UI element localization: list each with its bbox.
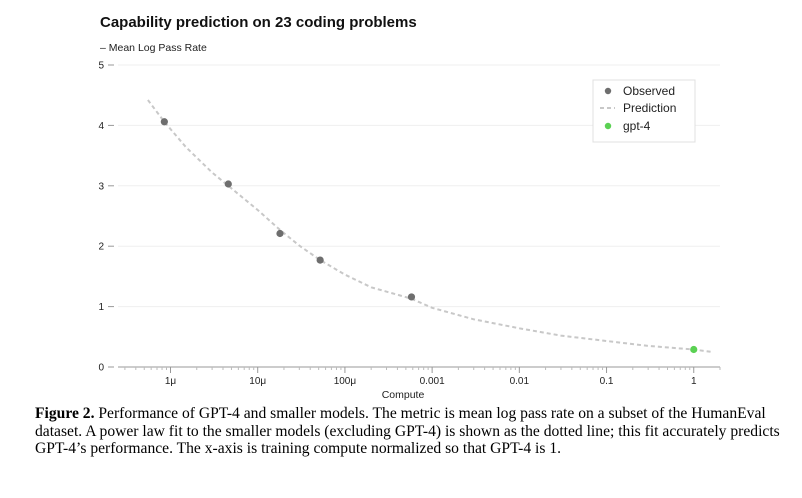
y-tick-label-2: 2: [98, 242, 104, 253]
observed-point: [160, 118, 168, 126]
y-tick-label-0: 0: [98, 363, 104, 374]
x-tick-label: 1μ: [165, 376, 177, 387]
x-tick-label: 0.01: [510, 376, 530, 387]
x-tick-label: 0.001: [420, 376, 445, 387]
legend-prediction-label: Prediction: [623, 101, 676, 115]
figure-caption: Figure 2. Performance of GPT-4 and small…: [35, 405, 780, 458]
x-tick-label: 100μ: [334, 376, 357, 387]
y-axis: 0 1 2 3 4 5: [98, 61, 114, 374]
x-tick-label: 0.1: [600, 376, 614, 387]
observed-point: [407, 293, 416, 301]
y-tick-label-3: 3: [98, 181, 104, 192]
y-tick-label-1: 1: [98, 302, 104, 313]
plot-area: [147, 99, 712, 354]
legend-gpt4-marker: [604, 122, 612, 130]
x-tick-label: 1: [691, 376, 697, 387]
caption-label: Figure 2.: [35, 405, 95, 422]
y-axis-label: – Mean Log Pass Rate: [100, 42, 207, 54]
legend: Observed Prediction gpt-4: [592, 79, 696, 143]
caption-text: Performance of GPT-4 and smaller models.…: [35, 405, 780, 458]
chart: Capability prediction on 23 coding probl…: [98, 14, 721, 400]
x-tick-label: 10μ: [249, 376, 266, 387]
prediction-line: [147, 99, 712, 353]
legend-observed-marker: [604, 87, 612, 95]
y-tick-label-5: 5: [98, 61, 104, 72]
x-axis: 1μ 10μ 100μ 0.001 0.01 0.1 1: [118, 366, 721, 387]
gpt4-point: [690, 345, 698, 354]
chart-title: Capability prediction on 23 coding probl…: [100, 14, 417, 31]
observed-point: [316, 256, 324, 264]
y-tick-label-4: 4: [98, 121, 104, 132]
observed-point: [224, 180, 232, 188]
legend-observed-label: Observed: [623, 84, 675, 98]
x-axis-label: Compute: [382, 389, 425, 400]
observed-point: [276, 229, 284, 238]
legend-gpt4-label: gpt-4: [623, 119, 651, 133]
